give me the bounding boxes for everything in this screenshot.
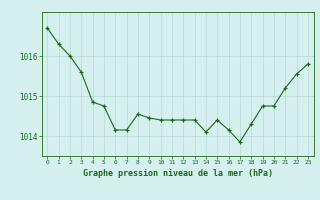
X-axis label: Graphe pression niveau de la mer (hPa): Graphe pression niveau de la mer (hPa)	[83, 169, 273, 178]
